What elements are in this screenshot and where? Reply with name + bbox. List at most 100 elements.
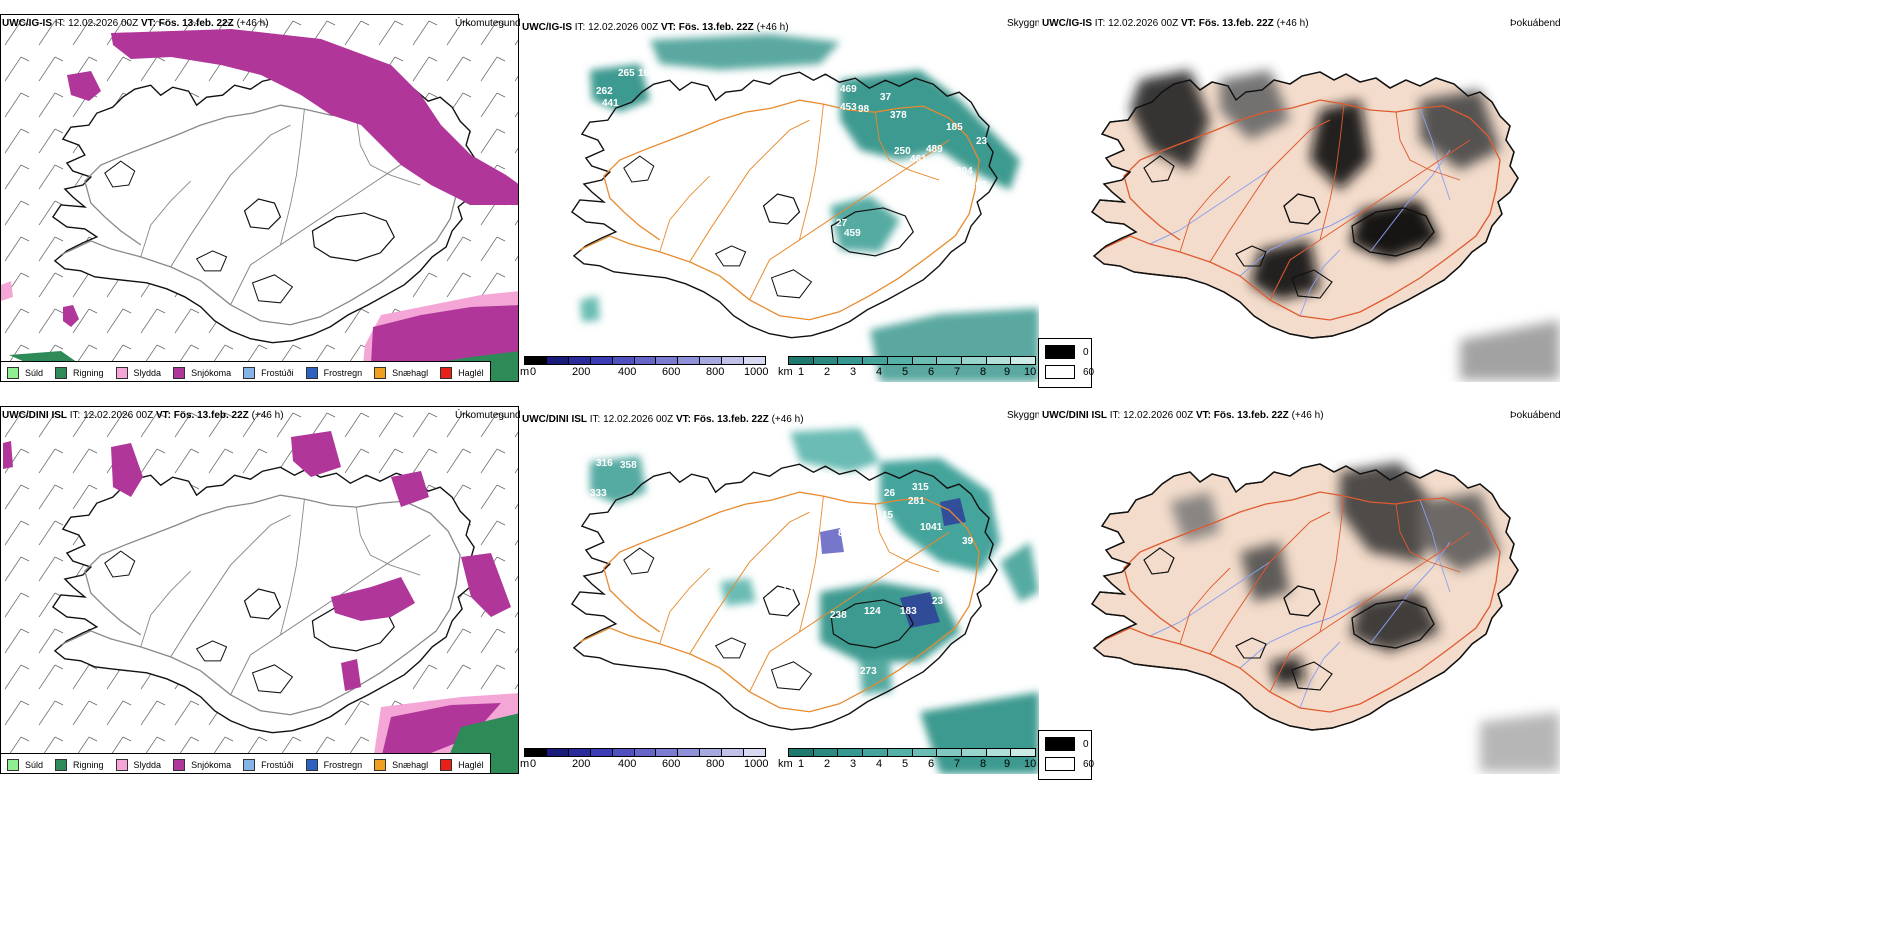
colorbar-tick: 1 — [798, 366, 805, 378]
colorbar-unit: km — [778, 366, 793, 378]
colorbar-tick: 5 — [902, 366, 909, 378]
cloud-base-label: 461 — [910, 154, 927, 165]
legend-item: Frostúði — [243, 759, 294, 771]
precip-type-panel-2: Súld Rigning Slydda Snjókoma Frostúði Fr… — [0, 406, 519, 774]
cloud-base-label: 23 — [976, 136, 988, 147]
colorbar-tick: 800 — [706, 758, 725, 770]
cloud-base-label: 162 — [970, 180, 987, 191]
colorbar-cell — [863, 749, 888, 756]
legend-swatch — [440, 759, 453, 771]
panel-type-label: Skyggni — [1007, 410, 1039, 421]
visibility-colorbar: km 1 2 3 4 5 6 7 8 9 10 — [778, 748, 1037, 771]
cloud-base-label: 10 — [840, 568, 852, 579]
cloud-base-label: 250 — [894, 146, 911, 157]
colorbar-cell — [656, 357, 679, 364]
colorbar-tick: 7 — [954, 758, 961, 770]
colorbar-tick: 8 — [980, 758, 987, 770]
fog-key-swatch — [1045, 365, 1075, 379]
fog-key-row: 60 — [1045, 365, 1094, 379]
legend-swatch — [305, 759, 318, 771]
colorbar-cell — [722, 749, 745, 756]
legend-item: Snjókoma — [173, 367, 231, 379]
colorbar-cell — [838, 749, 864, 756]
cloud-map-2: 316 358 333 239 34 26 315 281 15 1041 39… — [571, 428, 1039, 774]
legend-item: Snjókoma — [173, 759, 231, 771]
colorbar-cell — [1011, 357, 1036, 364]
colorbar-tick: 1000 — [744, 758, 769, 770]
legend-item: Frostregn — [305, 759, 362, 771]
colorbar-cell — [568, 749, 591, 756]
cloud-base-label: 27 — [836, 218, 848, 229]
panel-title: UWC/IG-IS IT: 12.02.2026 00Z VT: Fös. 13… — [2, 18, 269, 29]
legend-item: Rigning — [55, 759, 104, 771]
legend-item: Slydda — [115, 759, 161, 771]
cloud-base-label: 489 — [926, 144, 943, 155]
legend-swatch — [115, 759, 128, 771]
colorbar-tick: 6 — [928, 366, 935, 378]
cloud-panel-1: UWC/IG-IS IT: 12.02.2026 00Z VT: Fös. 13… — [520, 0, 1039, 382]
colorbar-tick: 4 — [876, 758, 883, 770]
snow-area — [111, 443, 143, 497]
cloud-base-colorbar-ticks: m 0 200 400 600 800 1000 — [520, 757, 769, 771]
precip-legend-1: Súld Rigning Slydda Snjókoma Frostúði Fr… — [1, 361, 491, 381]
cloud-base-colorbar-ticks: m 0 200 400 600 800 1000 — [520, 365, 769, 379]
colorbar-cell — [612, 357, 635, 364]
colorbar-cell — [789, 749, 814, 756]
cloud-base-labels: 262 441 265 16 469 453 98 37 378 250 461… — [596, 68, 988, 239]
colorbar-cell — [986, 357, 1012, 364]
snow-area — [111, 29, 518, 205]
snow-area — [341, 659, 361, 691]
legend-item: Haglél — [440, 367, 484, 379]
panel-type-label: Þokuábendi — [1510, 18, 1560, 29]
legend-item: Rigning — [55, 367, 104, 379]
cloud-base-label: 316 — [596, 458, 613, 469]
panel-title: UWC/IG-IS IT: 12.02.2026 00Z VT: Fös. 13… — [1042, 18, 1309, 29]
cloud-base-label: 183 — [900, 606, 917, 617]
colorbar-cell — [887, 749, 913, 756]
fog-key-swatch — [1045, 345, 1075, 359]
colorbar-tick: 200 — [572, 366, 591, 378]
colorbar-cell — [744, 357, 765, 364]
cloud-base-label: 337 — [948, 180, 965, 191]
legend-swatch — [173, 759, 186, 771]
colorbar-tick: 0 — [530, 758, 537, 770]
colorbar-tick: 2 — [824, 758, 831, 770]
cloud-base-label: 239 — [784, 480, 801, 491]
precip-map-2 — [1, 407, 518, 773]
cloud-base-label: 98 — [858, 104, 870, 115]
legend-item: Súld — [7, 367, 43, 379]
fog-key-1: 0 60 — [1038, 338, 1094, 388]
fog-key-row: 0 — [1045, 345, 1089, 359]
panel-type-label: Skyggni — [1007, 18, 1039, 29]
colorbar-tick: 7 — [954, 366, 961, 378]
colorbar-cell — [722, 357, 745, 364]
cloud-base-label: 16 — [638, 68, 650, 79]
colorbar-cell — [912, 357, 938, 364]
colorbar-tick: 1 — [798, 758, 805, 770]
panel-title: UWC/DINI ISL IT: 12.02.2026 00Z VT: Fös.… — [1042, 410, 1324, 421]
colorbar-cell — [1011, 749, 1036, 756]
snow-area — [291, 431, 341, 477]
colorbar-cell — [678, 357, 701, 364]
precip-map-1 — [1, 15, 518, 381]
legend-swatch — [55, 367, 68, 379]
colorbar-cell — [656, 749, 679, 756]
colorbar-cell — [546, 357, 569, 364]
cloud-base-colorbar: m 0 200 400 600 800 1000 — [520, 356, 769, 379]
cloud-base-label: 459 — [844, 228, 861, 239]
panel-title: UWC/IG-IS IT: 12.02.2026 00Z VT: Fös. 13… — [522, 22, 789, 33]
colorbar-tick: 10 — [1024, 758, 1037, 770]
legend-swatch — [243, 367, 256, 379]
cloud-base-label: 453 — [840, 102, 857, 113]
colorbar-cell — [568, 357, 591, 364]
colorbar-tick: 400 — [618, 366, 637, 378]
legend-item: Súld — [7, 759, 43, 771]
cloud-base-label: 23 — [932, 596, 944, 607]
cloud-base-label: 13 — [782, 584, 794, 595]
colorbar-cell — [937, 749, 962, 756]
colorbar-tick: 1000 — [744, 366, 769, 378]
legend-item: Haglél — [440, 759, 484, 771]
visibility-colorbar-cells — [788, 748, 1036, 757]
cloud-base-label: 86 — [838, 528, 850, 539]
panel-type-label: Þokuábendi — [1510, 410, 1560, 421]
